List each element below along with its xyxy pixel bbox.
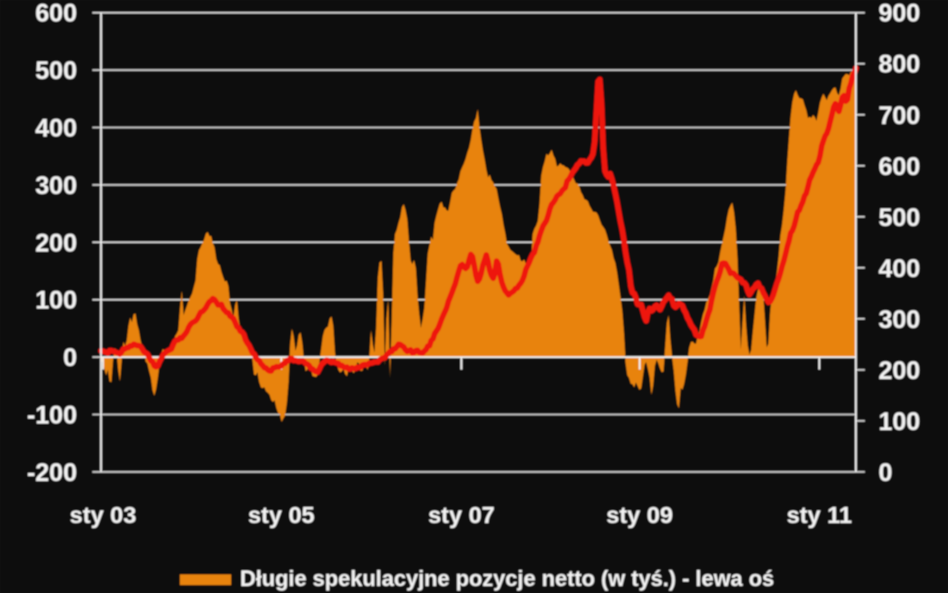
svg-text:100: 100 xyxy=(879,408,921,436)
svg-text:Długie spekulacyjne pozycje ne: Długie spekulacyjne pozycje netto (w tyś… xyxy=(240,566,774,591)
svg-text:sty 11: sty 11 xyxy=(787,502,852,528)
svg-text:sty 07: sty 07 xyxy=(428,502,495,528)
svg-text:700: 700 xyxy=(879,102,921,130)
svg-text:500: 500 xyxy=(35,57,77,85)
svg-text:-100: -100 xyxy=(27,402,77,430)
svg-text:200: 200 xyxy=(879,357,921,385)
svg-text:200: 200 xyxy=(35,229,77,257)
svg-text:500: 500 xyxy=(879,204,921,232)
svg-text:300: 300 xyxy=(879,306,921,334)
svg-text:400: 400 xyxy=(35,115,77,143)
svg-text:0: 0 xyxy=(63,344,77,372)
svg-text:sty 09: sty 09 xyxy=(606,502,673,528)
svg-text:900: 900 xyxy=(879,0,921,28)
svg-text:100: 100 xyxy=(35,287,77,315)
svg-text:sty 03: sty 03 xyxy=(70,502,137,528)
svg-text:600: 600 xyxy=(35,0,77,28)
svg-text:800: 800 xyxy=(879,51,921,79)
svg-text:600: 600 xyxy=(879,153,921,181)
svg-text:400: 400 xyxy=(879,255,921,283)
svg-text:0: 0 xyxy=(879,459,893,487)
svg-text:-200: -200 xyxy=(27,459,77,487)
svg-text:300: 300 xyxy=(35,172,77,200)
svg-text:sty 05: sty 05 xyxy=(248,502,315,528)
